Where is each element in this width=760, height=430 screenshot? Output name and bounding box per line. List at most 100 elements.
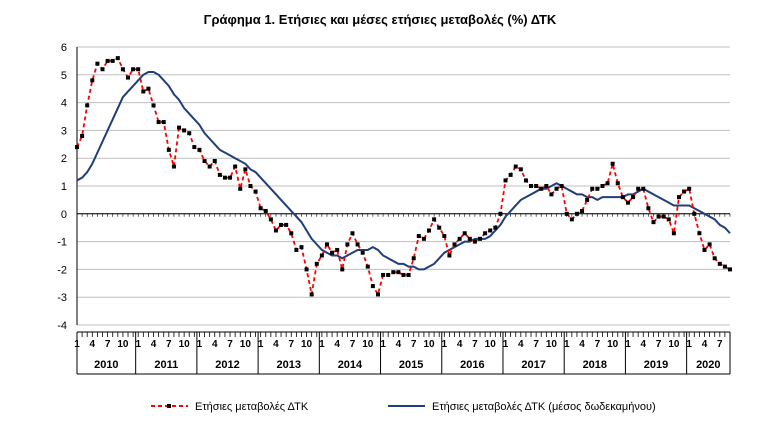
annual-point xyxy=(656,214,661,219)
annual-point xyxy=(115,56,120,61)
month-tick-label: 7 xyxy=(656,339,662,350)
series-layer xyxy=(75,56,732,297)
annual-point xyxy=(95,61,100,66)
annual-point xyxy=(518,167,523,172)
annual-point xyxy=(381,272,386,277)
month-tick-label: 4 xyxy=(640,339,646,350)
annual-point xyxy=(141,89,146,94)
annual-point xyxy=(432,217,437,222)
annual-point xyxy=(462,231,467,236)
annual-point xyxy=(248,184,253,188)
annual-point xyxy=(646,206,651,211)
annual-point xyxy=(503,178,508,183)
annual-point xyxy=(202,158,207,163)
annual-point xyxy=(279,222,284,227)
month-tick-label: 4 xyxy=(457,339,463,350)
annual-point xyxy=(559,184,564,188)
y-tick-label: 5 xyxy=(61,70,67,82)
legend-marker-annual xyxy=(167,404,171,408)
annual-point xyxy=(100,67,105,72)
month-tick-label: 1 xyxy=(625,339,631,350)
annual-point xyxy=(131,67,136,72)
annual-point xyxy=(411,256,416,261)
month-tick-label: 10 xyxy=(607,339,619,350)
annual-point xyxy=(207,164,212,169)
month-tick-label: 7 xyxy=(288,339,294,350)
annual-point xyxy=(335,247,340,252)
annual-point xyxy=(120,67,125,72)
annual-point xyxy=(529,184,534,188)
y-tick-label: 6 xyxy=(61,42,67,54)
annual-point xyxy=(687,186,692,191)
annual-point xyxy=(702,247,707,252)
month-tick-label: 4 xyxy=(212,339,218,350)
legend: Ετήσιες μεταβολές ΔΤΚ Ετήσιες μεταβολές … xyxy=(151,401,656,413)
month-tick-label: 10 xyxy=(179,339,191,350)
annual-point xyxy=(595,186,600,191)
month-tick-label: 7 xyxy=(411,339,417,350)
y-tick-label: -2 xyxy=(57,264,67,276)
annual-point xyxy=(243,167,248,172)
series-average-line xyxy=(76,71,731,271)
annual-point xyxy=(85,103,90,108)
annual-point xyxy=(360,250,365,255)
annual-point xyxy=(299,245,304,250)
annual-point xyxy=(636,186,641,191)
annual-point xyxy=(457,236,462,241)
annual-point xyxy=(228,175,233,180)
annual-point xyxy=(161,120,166,125)
annual-point xyxy=(651,220,656,225)
annual-point xyxy=(253,189,258,194)
annual-point xyxy=(365,264,370,269)
annual-point xyxy=(156,120,161,125)
annual-point xyxy=(340,267,345,272)
annual-point xyxy=(580,209,585,214)
annual-point xyxy=(569,217,574,222)
annual-point xyxy=(610,161,615,166)
annual-point xyxy=(661,214,666,219)
annual-point xyxy=(605,181,610,186)
year-label: 2018 xyxy=(583,359,607,371)
annual-point xyxy=(151,103,156,108)
month-tick-label: 7 xyxy=(166,339,172,350)
annual-point xyxy=(416,234,421,239)
annual-point xyxy=(620,195,625,200)
annual-point xyxy=(146,86,151,91)
month-tick-label: 1 xyxy=(135,339,141,350)
annual-point xyxy=(273,228,278,233)
annual-point xyxy=(534,184,539,188)
month-tick-label: 4 xyxy=(334,339,340,350)
annual-point xyxy=(80,133,85,138)
annual-point xyxy=(717,261,722,266)
annual-point xyxy=(90,78,95,83)
month-tick-label: 7 xyxy=(227,339,233,350)
annual-point xyxy=(692,211,697,216)
annual-point xyxy=(488,228,493,233)
annual-point xyxy=(523,178,528,183)
annual-point xyxy=(238,186,243,191)
annual-point xyxy=(442,234,447,239)
y-tick-label: 0 xyxy=(61,209,67,221)
annual-point xyxy=(544,184,549,188)
annual-point xyxy=(258,206,263,211)
annual-point xyxy=(508,172,513,177)
year-label: 2016 xyxy=(460,359,484,371)
month-tick-label: 4 xyxy=(90,339,96,350)
month-tick-label: 7 xyxy=(350,339,356,350)
x-axis-labels: 1471014710147101471014710147101471014710… xyxy=(74,331,731,375)
annual-point xyxy=(177,125,182,130)
month-tick-label: 10 xyxy=(546,339,558,350)
month-tick-label: 1 xyxy=(380,339,386,350)
year-label: 2012 xyxy=(215,359,239,371)
annual-point xyxy=(671,231,676,236)
annual-point xyxy=(498,211,503,216)
annual-point xyxy=(192,145,197,150)
annual-point xyxy=(590,186,595,191)
annual-point xyxy=(478,236,483,241)
annual-point xyxy=(549,192,554,197)
annual-point xyxy=(467,236,472,241)
y-tick-label: 1 xyxy=(61,181,67,193)
annual-point xyxy=(585,197,590,202)
annual-point xyxy=(728,267,732,272)
